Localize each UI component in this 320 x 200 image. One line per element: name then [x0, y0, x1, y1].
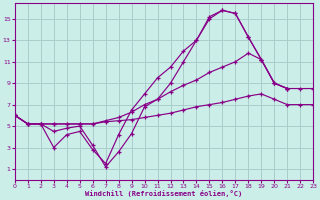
X-axis label: Windchill (Refroidissement éolien,°C): Windchill (Refroidissement éolien,°C): [85, 190, 243, 197]
